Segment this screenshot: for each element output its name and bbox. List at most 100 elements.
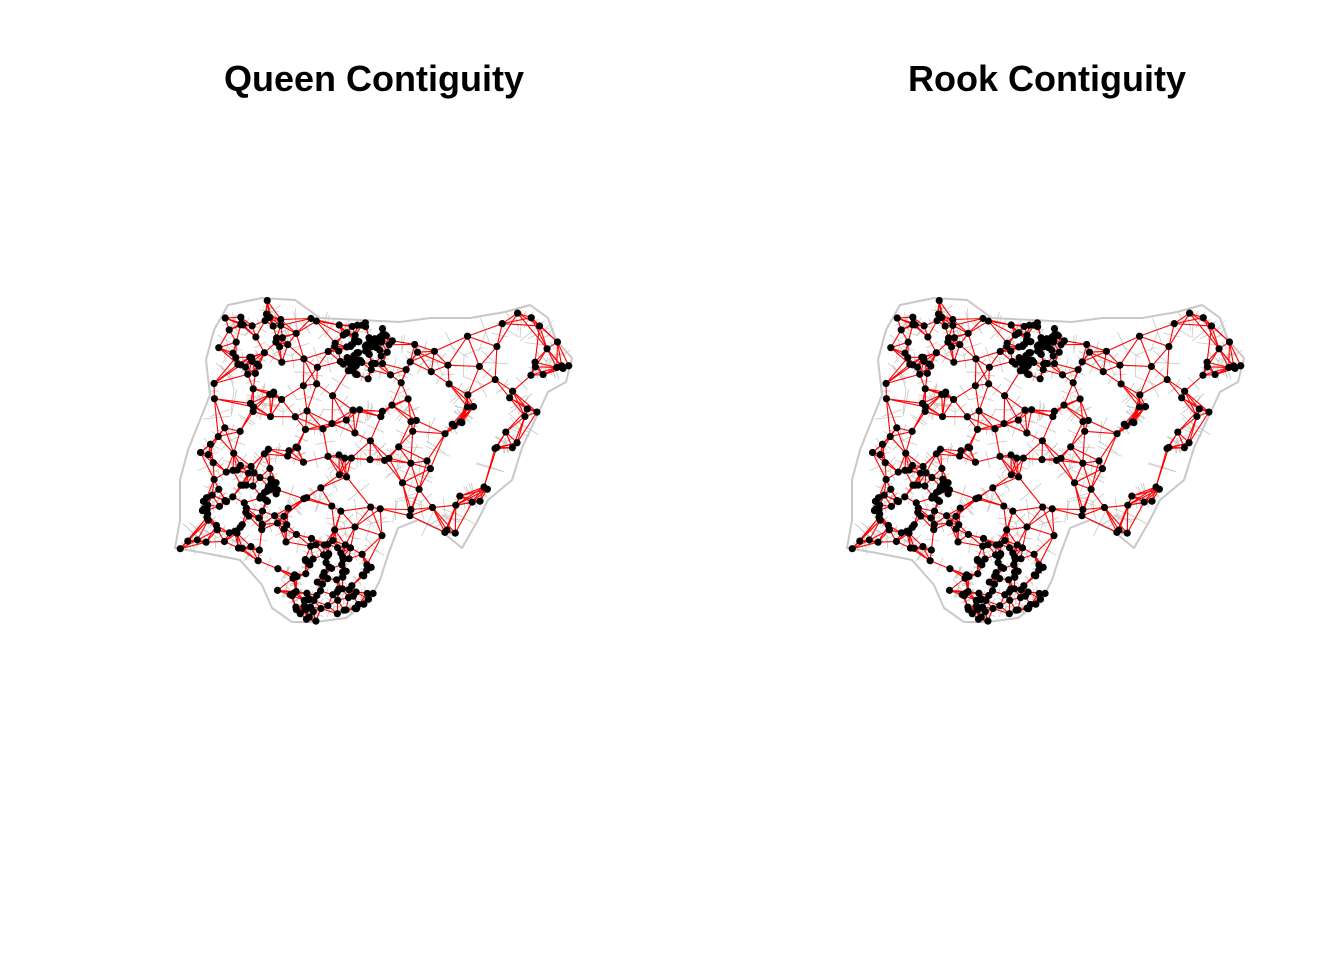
queen-centroid-point bbox=[451, 529, 459, 537]
queen-centroid-point bbox=[215, 344, 223, 352]
queen-neighbour-link bbox=[379, 508, 383, 536]
queen-centroid-point bbox=[428, 503, 437, 512]
queen-centroid-point bbox=[249, 385, 257, 393]
queen-centroid-point bbox=[333, 544, 342, 552]
queen-neighbour-link bbox=[417, 351, 432, 372]
queen-neighbour-link bbox=[556, 341, 563, 366]
queen-neighbour-link bbox=[315, 320, 336, 344]
queen-centroid-point bbox=[204, 510, 212, 518]
queen-neighbour-link bbox=[534, 361, 557, 368]
queen-centroid-point bbox=[456, 492, 464, 500]
queen-centroid-point bbox=[278, 334, 286, 342]
queen-neighbour-link bbox=[467, 379, 496, 396]
queen-neighbour-link bbox=[410, 506, 433, 511]
queen-centroid-point bbox=[258, 520, 266, 528]
queen-centroid-point bbox=[335, 451, 343, 459]
queen-centroid-point bbox=[441, 528, 449, 536]
queen-centroid-point bbox=[222, 468, 230, 476]
queen-centroid-point bbox=[210, 395, 219, 403]
queen-centroid-point bbox=[483, 485, 491, 493]
queen-neighbour-link bbox=[354, 508, 381, 528]
queen-centroid-point bbox=[527, 371, 535, 379]
queen-neighbour-link bbox=[429, 433, 446, 469]
queen-contiguity-panel: Queen Contiguity bbox=[173, 58, 574, 625]
queen-centroid-point bbox=[282, 538, 290, 546]
queen-centroid-point bbox=[411, 340, 419, 349]
queen-centroid-point bbox=[206, 440, 215, 448]
queen-centroid-point bbox=[358, 550, 366, 558]
queen-centroid-point bbox=[208, 491, 216, 499]
queen-neighbour-link bbox=[516, 416, 526, 443]
queen-centroid-point bbox=[317, 484, 325, 492]
queen-centroid-point bbox=[367, 503, 375, 511]
queen-centroid-point bbox=[363, 589, 371, 598]
queen-neighbour-link bbox=[317, 360, 341, 368]
queen-centroid-point bbox=[358, 571, 366, 579]
queen-neighbour-link bbox=[454, 505, 457, 534]
queen-neighbour-link bbox=[281, 385, 304, 400]
queen-neighbour-link bbox=[200, 452, 215, 480]
queen-centroid-point bbox=[366, 437, 375, 445]
queen-centroid-point bbox=[458, 419, 466, 427]
queen-centroid-point bbox=[352, 370, 360, 378]
queen-centroid-point bbox=[415, 485, 423, 493]
queen-centroid-point bbox=[280, 512, 288, 520]
queen-neighbour-link bbox=[398, 421, 412, 448]
queen-centroid-point bbox=[356, 406, 364, 414]
queen-centroid-point bbox=[444, 361, 452, 369]
queen-centroid-point bbox=[193, 536, 201, 544]
queen-neighbour-link bbox=[213, 357, 237, 384]
queen-centroid-point bbox=[328, 502, 336, 510]
queen-centroid-point bbox=[369, 359, 377, 367]
queen-neighbour-link bbox=[196, 519, 209, 541]
queen-centroid-point bbox=[266, 390, 274, 399]
queen-centroid-point bbox=[539, 370, 547, 379]
queen-neighbour-link bbox=[280, 317, 312, 321]
queen-centroid-point bbox=[351, 429, 359, 437]
queen-neighbour-link bbox=[467, 335, 498, 348]
queen-centroid-point bbox=[312, 617, 320, 625]
queen-neighbour-link bbox=[391, 382, 402, 406]
queen-neighbour-link bbox=[409, 361, 432, 373]
queen-centroid-point bbox=[331, 526, 339, 534]
queen-neighbour-link bbox=[426, 433, 446, 462]
queen-centroid-point bbox=[273, 519, 282, 527]
queen-centroid-point bbox=[176, 545, 184, 553]
queen-neighbour-link bbox=[302, 385, 308, 412]
queen-centroid-point bbox=[333, 610, 341, 618]
queen-centroid-point bbox=[244, 370, 252, 378]
queen-centroid-point bbox=[335, 471, 343, 479]
queen-neighbour-link bbox=[418, 460, 428, 490]
queen-centroid-point bbox=[302, 605, 310, 614]
queen-neighbour-link bbox=[303, 455, 329, 463]
queen-neighbour-link bbox=[306, 383, 318, 412]
queen-centroid-point bbox=[284, 504, 292, 512]
queen-centroid-point bbox=[345, 586, 353, 594]
queen-centroid-point bbox=[307, 534, 316, 543]
queen-centroid-point bbox=[229, 493, 237, 501]
queen-centroid-point bbox=[324, 602, 332, 610]
queen-centroid-point bbox=[341, 454, 349, 462]
queen-centroid-point bbox=[305, 613, 313, 621]
queen-centroid-point bbox=[378, 531, 386, 540]
queen-centroid-point bbox=[527, 314, 535, 322]
queen-centroid-point bbox=[362, 341, 370, 349]
queen-neighbour-link bbox=[384, 460, 403, 484]
queen-neighbour-link bbox=[214, 398, 254, 408]
queen-centroid-point bbox=[339, 553, 347, 561]
queen-neighbour-link bbox=[332, 395, 347, 421]
queen-neighbour-link bbox=[530, 317, 548, 350]
queen-centroid-point bbox=[351, 523, 359, 531]
queen-centroid-point bbox=[364, 595, 373, 603]
queen-centroid-point bbox=[283, 521, 291, 529]
queen-neighbour-link bbox=[213, 398, 219, 437]
queen-centroid-point bbox=[277, 395, 286, 404]
queen-neighbour-link bbox=[391, 404, 412, 423]
queen-centroid-point bbox=[334, 596, 342, 604]
queen-centroid-point bbox=[335, 321, 343, 329]
queen-centroid-point bbox=[413, 348, 422, 356]
queen-centroid-point bbox=[251, 369, 259, 377]
queen-centroid-point bbox=[262, 310, 271, 318]
queen-centroid-point bbox=[343, 329, 351, 337]
queen-centroid-point bbox=[322, 559, 330, 567]
